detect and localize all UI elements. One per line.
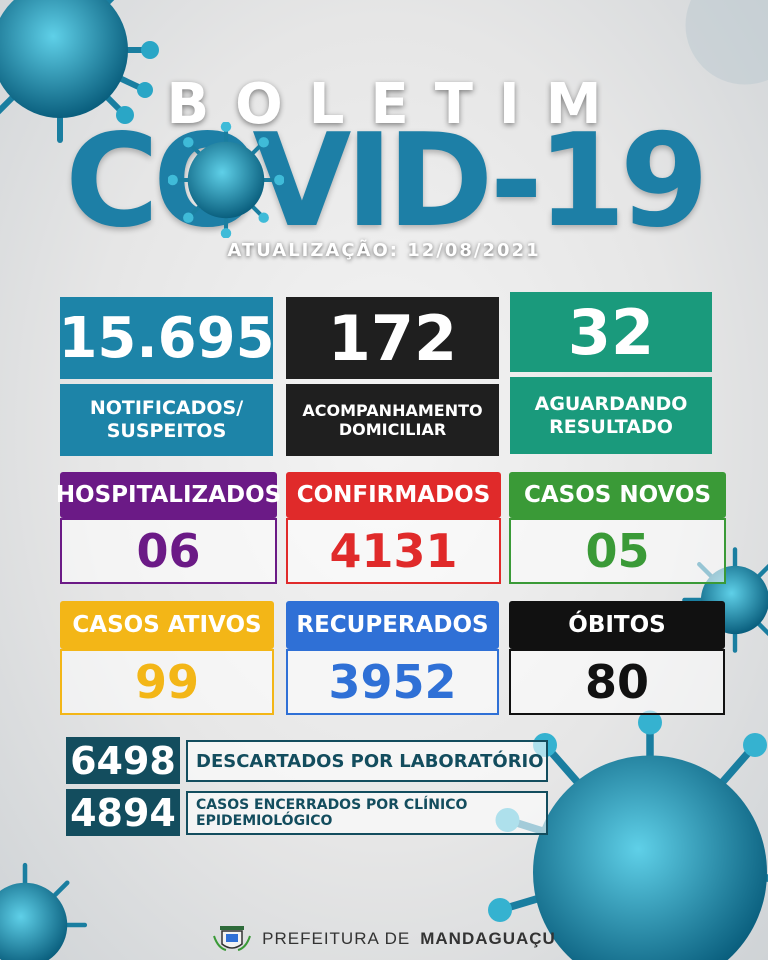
stat-value: 3952: [286, 649, 499, 715]
stat-value: 172: [286, 297, 499, 379]
stat-label: AGUARDANDO RESULTADO: [510, 377, 712, 454]
stat-value: 4131: [286, 518, 501, 584]
stat-value: 80: [509, 649, 725, 715]
coat-of-arms-icon: [213, 926, 252, 951]
stat-header: CONFIRMADOS: [286, 472, 501, 518]
stat-label: ACOMPANHAMENTO DOMICILIAR: [286, 384, 499, 456]
footer: PREFEITURA DE MANDAGUAÇU: [0, 924, 768, 954]
stat-value: 32: [510, 292, 712, 372]
stat-label: DESCARTADOS POR LABORATÓRIO: [186, 740, 548, 782]
stat-value: 99: [60, 649, 274, 715]
stat-label: CASOS ENCERRADOS POR CLÍNICO EPIDEMIOLÓG…: [186, 791, 548, 835]
stat-value: 05: [509, 518, 726, 584]
virus-illustration-top-left-icon: [0, 0, 159, 143]
stat-header: RECUPERADOS: [286, 601, 499, 649]
update-date: ATUALIZAÇÃO: 12/08/2021: [227, 240, 541, 261]
title-covid19: COVID-19: [65, 107, 709, 256]
virus-illustration-top-right-icon: [685, 0, 768, 85]
footer-city: MANDAGUAÇU: [420, 929, 556, 948]
stat-label: NOTIFICADOS/ SUSPEITOS: [60, 384, 273, 456]
stat-value: 6498: [66, 737, 180, 784]
footer-prefix: PREFEITURA DE: [262, 929, 411, 948]
stat-value: 15.695: [58, 297, 275, 379]
title-boletim: BOLETIM: [166, 72, 628, 137]
stat-value: 06: [60, 518, 277, 584]
stat-header: CASOS NOVOS: [509, 472, 726, 518]
stat-value: 4894: [66, 789, 180, 836]
stat-header: HOSPITALIZADOS: [56, 472, 281, 518]
stat-header: ÓBITOS: [509, 601, 725, 649]
virus-illustration-bottom-right-icon: [488, 710, 768, 960]
stat-header: CASOS ATIVOS: [60, 601, 274, 649]
virus-illustration-bottom-left-icon: [0, 862, 88, 960]
virus-letter-o-icon: [168, 122, 284, 238]
